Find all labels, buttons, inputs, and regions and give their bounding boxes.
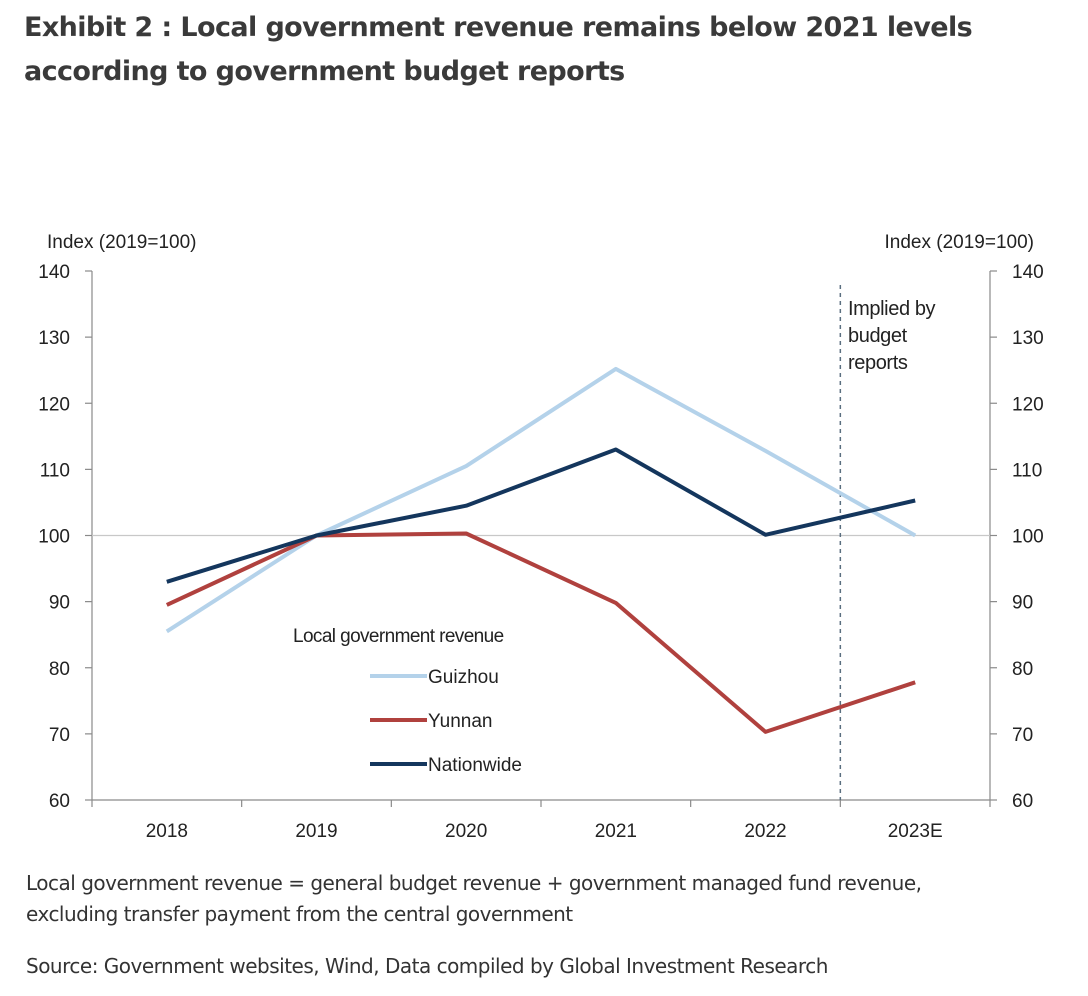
y-tick-label-right: 120 — [1012, 394, 1044, 415]
series-line-guizhou — [165, 366, 917, 634]
y-tick-label-left: 140 — [38, 262, 70, 283]
reference-lines: Implied by budget reports — [92, 285, 990, 800]
y-tick-label-right: 80 — [1012, 659, 1033, 680]
y-axis-label-right: Index (2019=100) — [885, 232, 1034, 253]
footnote-line-2: excluding transfer payment from the cent… — [26, 902, 573, 926]
line-chart: 60 60 70 70 80 80 90 90 100 100 110 110 120 120 130 130… — [38, 232, 1043, 842]
series-layer — [165, 366, 917, 734]
series-line-yunnan — [165, 531, 916, 734]
y-tick-label-left: 90 — [49, 593, 70, 614]
x-tick-label: 2022 — [744, 821, 786, 842]
y-tick-label-left: 70 — [49, 725, 70, 746]
x-tick-label: 2018 — [146, 821, 188, 842]
y-tick-label-left: 100 — [38, 527, 70, 548]
x-tick-label: 2020 — [445, 821, 487, 842]
chart-axes: 60 60 70 70 80 80 90 90 100 100 110 110 120 120 130 130… — [38, 262, 1043, 842]
y-tick-label-left: 130 — [38, 328, 70, 349]
y-tick-label-right: 70 — [1012, 725, 1033, 746]
y-tick-label-right: 90 — [1012, 593, 1033, 614]
legend-label-yunnan: Yunnan — [428, 711, 492, 732]
series-line-nationwide — [166, 447, 916, 584]
chart-title: Exhibit 2 : Local government revenue rem… — [24, 12, 973, 87]
y-tick-label-right: 130 — [1012, 328, 1044, 349]
x-tick-label: 2021 — [595, 821, 637, 842]
y-tick-label-right: 110 — [1012, 460, 1042, 481]
x-tick-label: 2019 — [295, 821, 337, 842]
x-tick-label: 2023E — [888, 821, 943, 842]
source-note: Source: Government websites, Wind, Data … — [26, 954, 828, 978]
y-tick-label-left: 60 — [49, 791, 70, 812]
legend-label-nationwide: Nationwide — [428, 755, 522, 776]
legend: Local government revenue Guizhou Yunnan Na… — [293, 626, 522, 776]
legend-title: Local government revenue — [293, 626, 504, 647]
forecast-annotation: Implied by budget reports — [848, 298, 936, 374]
footnote: Local government revenue = general budge… — [26, 868, 1076, 930]
footnote-line-1: Local government revenue = general budge… — [26, 871, 922, 895]
legend-label-guizhou: Guizhou — [428, 667, 499, 688]
y-tick-label-left: 80 — [49, 659, 70, 680]
y-tick-label-left: 120 — [38, 394, 70, 415]
y-tick-label-right: 60 — [1012, 791, 1033, 812]
y-tick-label-right: 140 — [1012, 262, 1044, 283]
y-tick-label-left: 110 — [40, 460, 70, 481]
y-tick-label-right: 100 — [1012, 527, 1044, 548]
y-axis-label-left: Index (2019=100) — [47, 232, 196, 253]
